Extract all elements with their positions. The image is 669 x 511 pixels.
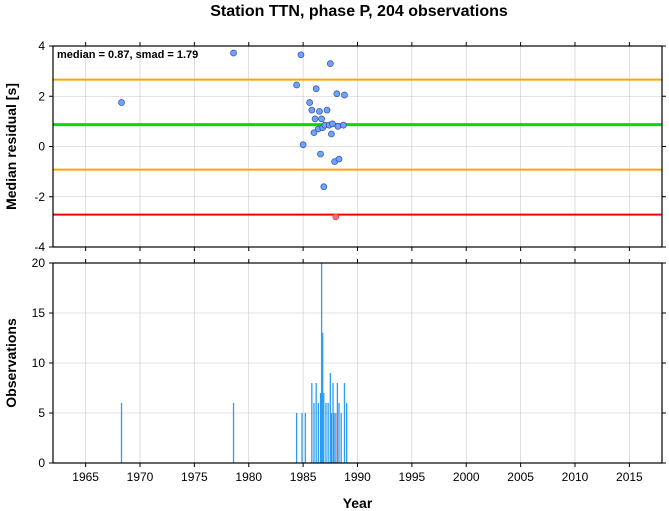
x-tick-label: 1970 xyxy=(127,470,154,484)
y-tick-label: 0 xyxy=(38,456,45,470)
x-tick-label: 1995 xyxy=(399,470,426,484)
y-tick-label: 0 xyxy=(38,140,45,154)
data-point xyxy=(297,51,305,59)
data-point xyxy=(293,81,300,89)
residual-panel: -4 -2 0 2 4 Median residual [s] median = 0.87,… xyxy=(3,39,666,254)
data-point xyxy=(323,106,331,114)
data-point xyxy=(318,115,325,123)
y-tick-label: 2 xyxy=(38,89,45,103)
data-point xyxy=(341,91,348,99)
y-tick-label: -2 xyxy=(34,190,45,204)
data-point xyxy=(333,90,341,98)
y-tick-label: 5 xyxy=(38,406,45,420)
x-tick-label: 2005 xyxy=(507,470,534,484)
data-point xyxy=(311,115,319,123)
data-point xyxy=(306,99,313,106)
data-point xyxy=(317,150,324,158)
x-tick-label: 1975 xyxy=(181,470,208,484)
data-point xyxy=(340,121,347,129)
data-point xyxy=(230,49,237,57)
x-tick-label: 2000 xyxy=(453,470,480,484)
chart-title: Station TTN, phase P, 204 observations xyxy=(210,3,508,20)
y-tick-label: 4 xyxy=(38,39,45,53)
data-point xyxy=(329,120,336,128)
y-tick-label: 20 xyxy=(32,256,46,270)
data-point xyxy=(316,107,323,115)
x-tick-label: 1990 xyxy=(344,470,371,484)
y-tick-label: 15 xyxy=(32,306,46,320)
data-point xyxy=(320,183,328,191)
data-point xyxy=(299,141,307,149)
observations-y-axis-label: Observations xyxy=(3,318,19,408)
data-point xyxy=(335,155,343,163)
x-tick-label: 1985 xyxy=(290,470,317,484)
data-point xyxy=(118,99,125,106)
data-point xyxy=(328,130,335,138)
x-tick-label: 1980 xyxy=(235,470,262,484)
y-tick-label: 10 xyxy=(32,356,46,370)
x-axis-label: Year xyxy=(343,495,373,511)
y-tick-label: -4 xyxy=(34,240,45,254)
data-point xyxy=(334,123,342,130)
x-tick-label: 2010 xyxy=(562,470,589,484)
data-point xyxy=(310,129,318,137)
outlier-point xyxy=(332,213,340,221)
data-point xyxy=(308,106,316,114)
data-point xyxy=(312,85,320,93)
stats-annotation: median = 0.87, smad = 1.79 xyxy=(57,49,198,61)
x-tick-label: 1965 xyxy=(72,470,99,484)
data-point xyxy=(326,60,334,67)
observations-panel: 1965 1970 1975 1980 1985 1990 1995 2000 2005 2010… xyxy=(3,256,666,511)
x-tick-label: 2015 xyxy=(616,470,643,484)
residual-y-axis-label: Median residual [s] xyxy=(3,83,19,210)
